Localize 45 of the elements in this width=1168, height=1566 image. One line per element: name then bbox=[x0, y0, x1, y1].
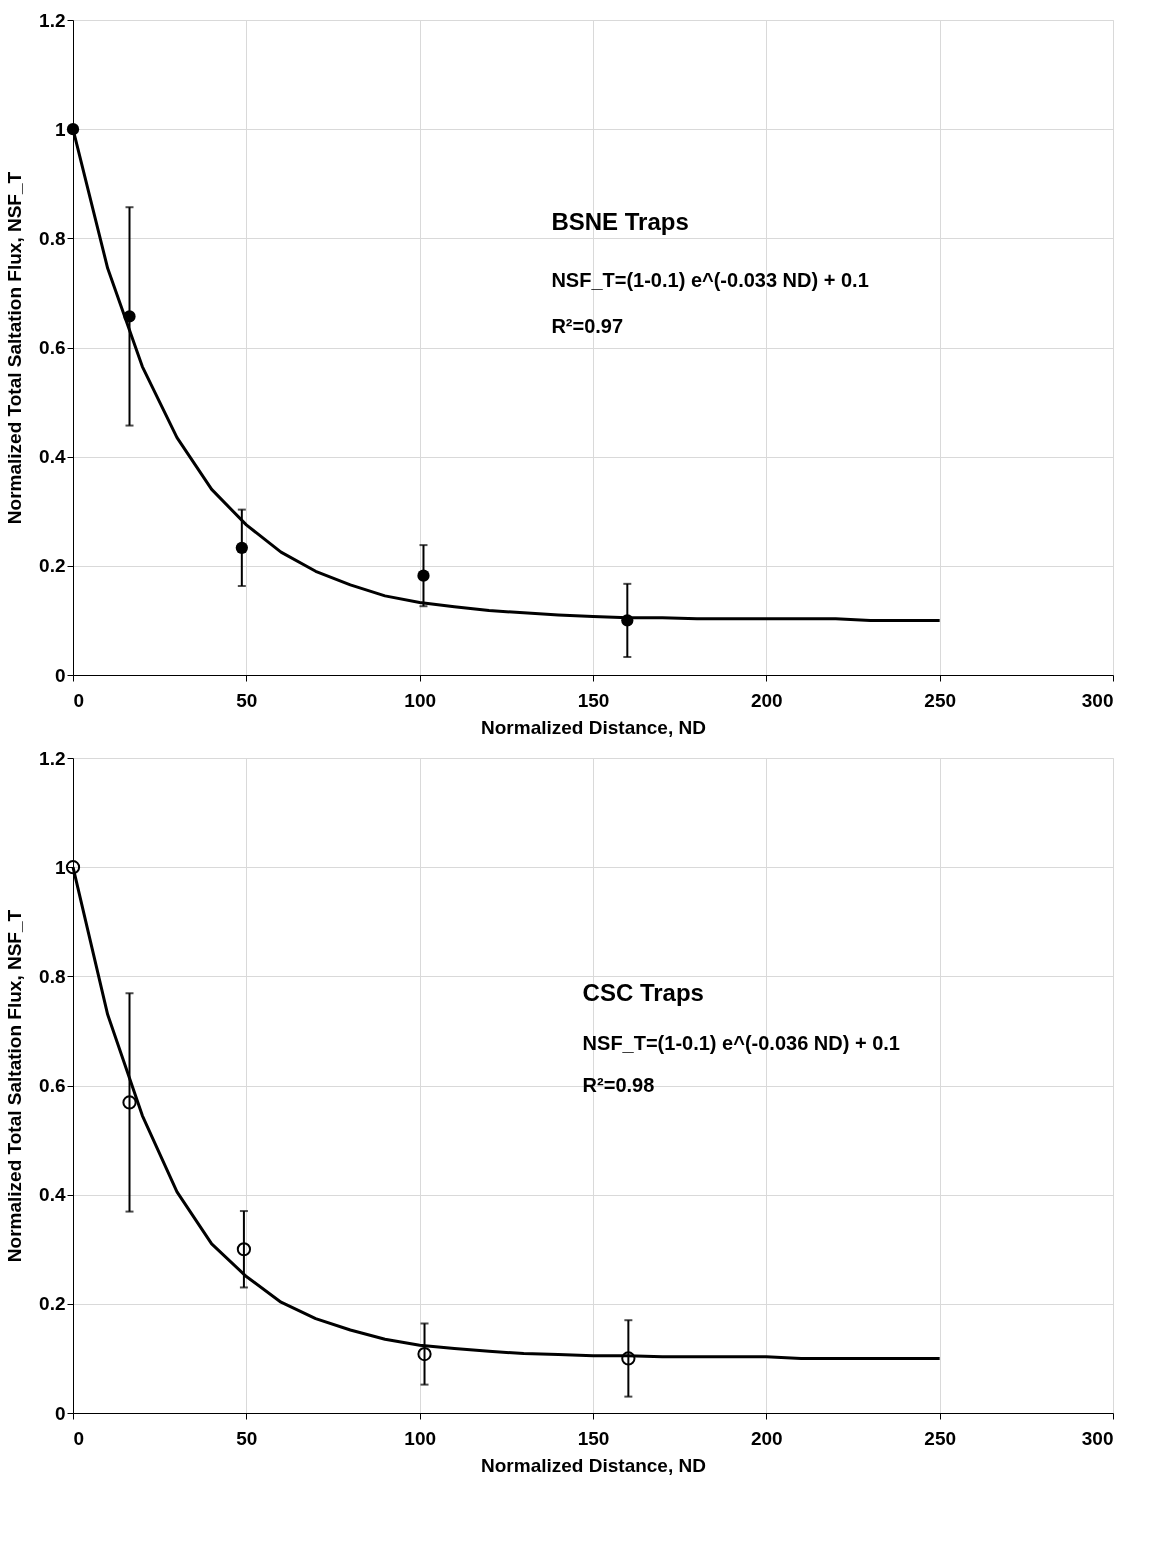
y-tick-label: 0.6 bbox=[39, 337, 66, 358]
x-axis-title: Normalized Distance, ND bbox=[481, 1454, 706, 1476]
x-tick-label: 250 bbox=[924, 689, 957, 711]
y-tick-label: 0 bbox=[54, 664, 66, 686]
x-tick-label: 200 bbox=[750, 689, 783, 711]
annotation: NSF_T=(1-0.1) e^(-0.036 ND) + 0.1 bbox=[582, 1031, 900, 1054]
y-tick-label: 1.2 bbox=[39, 747, 66, 769]
y-tick-label: 0.8 bbox=[39, 965, 66, 987]
y-tick-label: 0.2 bbox=[39, 555, 66, 577]
point bbox=[235, 541, 248, 554]
x-tick-label: 300 bbox=[1081, 1427, 1114, 1449]
x-tick-label: 100 bbox=[404, 1427, 437, 1449]
y-tick-label: 0.4 bbox=[39, 1184, 66, 1206]
x-tick-label: 300 bbox=[1081, 689, 1114, 711]
x-tick-label: 200 bbox=[750, 1427, 783, 1449]
x-tick-label: 50 bbox=[236, 689, 258, 711]
y-tick-label: 0 bbox=[54, 1402, 66, 1424]
x-tick-label: 0 bbox=[73, 1427, 85, 1449]
y-tick-label: 0.4 bbox=[39, 446, 66, 468]
y-tick-label: 1 bbox=[54, 118, 66, 140]
point bbox=[417, 569, 430, 582]
point bbox=[65, 860, 81, 875]
x-tick-label: 100 bbox=[404, 689, 437, 711]
x-tick-label: 50 bbox=[236, 1427, 258, 1449]
x-axis-title: Normalized Distance, ND bbox=[481, 716, 706, 738]
y-tick-label: 0.6 bbox=[39, 1075, 66, 1096]
annotation: R²=0.97 bbox=[551, 315, 624, 338]
annotation: BSNE Traps bbox=[551, 208, 689, 236]
y-tick-label: 1 bbox=[54, 856, 66, 878]
annotation: R²=0.98 bbox=[582, 1073, 655, 1096]
x-tick-label: 0 bbox=[73, 689, 85, 711]
y-tick-label: 0.2 bbox=[39, 1293, 66, 1315]
y-tick-label: 0.8 bbox=[39, 227, 66, 249]
x-tick-label: 150 bbox=[577, 1427, 610, 1449]
y-axis-title: Normalized Total Saltation Flux, NSF_T bbox=[4, 171, 26, 525]
point bbox=[236, 1242, 252, 1257]
point bbox=[621, 1351, 636, 1366]
point bbox=[417, 1346, 432, 1362]
x-tick-label: 150 bbox=[577, 689, 610, 711]
y-tick-label: 1.2 bbox=[39, 9, 66, 31]
point bbox=[122, 1095, 137, 1110]
y-axis-title: Normalized Total Saltation Flux, NSF_T bbox=[4, 909, 26, 1263]
annotation: CSC Traps bbox=[582, 978, 704, 1006]
annotation: NSF_T=(1-0.1) e^(-0.033 ND) + 0.1 bbox=[551, 269, 869, 292]
x-tick-label: 250 bbox=[924, 1427, 957, 1449]
